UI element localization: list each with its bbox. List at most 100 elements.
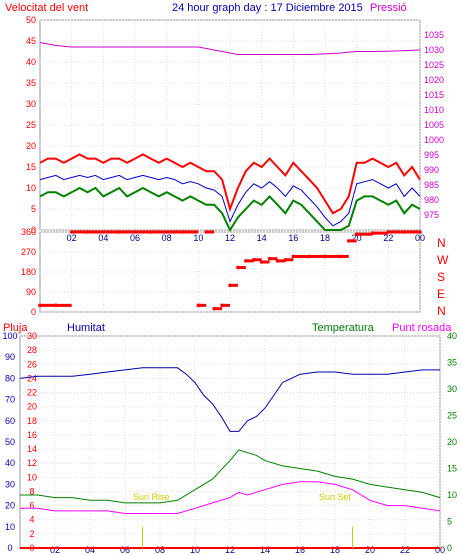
pressure-y-tick-label: 995 — [424, 150, 439, 160]
humidity-y-tick-label: 70 — [5, 395, 15, 405]
direction-point — [236, 265, 240, 270]
pressure-y-tick-label: 1035 — [424, 30, 444, 40]
hum-x-tick-label: 12 — [225, 545, 235, 555]
humidity-y-tick-label: 80 — [5, 373, 15, 383]
hum-x-tick-label: 10 — [190, 545, 200, 555]
pressure-y-tick-label: 985 — [424, 180, 439, 190]
plot-layer: 0510152025303540455097598098599099510001… — [2, 15, 457, 555]
hum-x-tick-label: 20 — [365, 545, 375, 555]
temperature-line — [20, 449, 441, 504]
direction-point — [402, 230, 406, 234]
sunset-label: Sun Set — [319, 492, 352, 502]
direction-letter-label: N — [437, 236, 446, 250]
direction-y-tick-label: 360 — [21, 227, 36, 237]
direction-point — [275, 259, 280, 263]
wind-y-tick-label: 0 — [31, 225, 36, 235]
direction-point — [196, 303, 201, 308]
wind-y-tick-label: 25 — [26, 120, 36, 130]
hum-x-tick-label: 18 — [330, 545, 340, 555]
humidity-y-tick-label: 30 — [5, 479, 15, 489]
hum-x-tick-label: 14 — [260, 545, 270, 555]
direction-point — [323, 254, 327, 259]
direction-point — [418, 230, 422, 234]
rain-y-tick-label: 22 — [27, 388, 37, 398]
direction-letter-label: S — [437, 270, 445, 284]
direction-point — [117, 230, 121, 234]
humidity-line — [19, 367, 440, 432]
humidity-label: Humitat — [67, 322, 105, 334]
pressure-y-tick-label: 975 — [424, 210, 439, 220]
temperature-y-tick-label: 10 — [447, 490, 457, 500]
pressure-title: Pressió — [370, 2, 407, 14]
sunrise-label: Sun Rise — [133, 492, 170, 502]
temperature-y-tick-label: 0 — [447, 543, 452, 553]
pressure-y-tick-label: 1000 — [424, 135, 444, 145]
rain-y-tick-label: 24 — [27, 373, 37, 383]
temperature-y-tick-label: 25 — [447, 411, 457, 421]
rain-y-tick-label: 6 — [29, 501, 34, 511]
direction-point — [251, 257, 256, 262]
wind-y-tick-label: 40 — [26, 57, 36, 67]
pressure-y-tick-label: 1020 — [424, 75, 444, 85]
direction-point — [204, 230, 209, 234]
temperature-label: Temperatura — [312, 322, 375, 334]
direction-point — [354, 232, 359, 237]
direction-point — [101, 230, 106, 234]
pressure-y-tick-label: 1010 — [424, 105, 444, 115]
direction-point — [244, 259, 248, 263]
direction-point — [386, 230, 391, 234]
hum-x-tick-label: 02 — [50, 545, 60, 555]
graph-title: 24 hour graph day : 17 Diciembre 2015 — [172, 2, 363, 14]
wind-y-tick-label: 50 — [26, 15, 36, 25]
direction-y-tick-label: 180 — [21, 267, 36, 277]
temperature-y-tick-label: 40 — [447, 331, 457, 341]
wind-y-tick-label: 30 — [26, 99, 36, 109]
wind-y-tick-label: 35 — [26, 78, 36, 88]
temperature-y-tick-label: 30 — [447, 384, 457, 394]
direction-letter-label: W — [437, 253, 449, 267]
direction-point — [339, 254, 343, 259]
direction-point — [133, 230, 137, 234]
pressure-line — [39, 42, 421, 55]
wind-avg-line — [39, 174, 421, 227]
direction-point — [212, 306, 216, 311]
humidity-y-tick-label: 20 — [5, 501, 15, 511]
rain-y-tick-label: 28 — [27, 345, 37, 355]
rain-y-tick-label: 16 — [27, 430, 37, 440]
wind-min-line — [39, 186, 421, 233]
direction-point — [228, 283, 232, 288]
rain-y-tick-label: 4 — [29, 515, 34, 525]
direction-point — [54, 303, 58, 308]
hum-x-tick-label: 08 — [155, 545, 165, 555]
direction-y-tick-label: 270 — [21, 247, 36, 257]
pressure-y-tick-label: 1025 — [424, 60, 444, 70]
direction-point — [85, 230, 90, 234]
hum-x-tick-label: 04 — [85, 545, 95, 555]
dewpoint-line — [20, 481, 441, 514]
rain-label: Pluja — [3, 322, 28, 334]
temperature-y-tick-label: 35 — [447, 358, 457, 368]
humidity-y-tick-label: 10 — [5, 522, 15, 532]
rain-y-tick-label: 20 — [27, 402, 37, 412]
direction-point — [180, 230, 185, 234]
direction-point — [346, 239, 351, 243]
wind-y-tick-label: 15 — [26, 162, 36, 172]
wind-y-tick-label: 45 — [26, 36, 36, 46]
pressure-y-tick-label: 1015 — [424, 90, 444, 100]
hum-x-tick-label: 00 — [435, 545, 445, 555]
temperature-y-tick-label: 15 — [447, 464, 457, 474]
rain-y-tick-label: 18 — [27, 416, 37, 426]
wind-max-line — [39, 153, 421, 215]
humidity-y-tick-label: 40 — [5, 458, 15, 468]
hum-x-tick-label: 16 — [295, 545, 305, 555]
wind-y-tick-label: 10 — [26, 183, 36, 193]
humidity-y-tick-label: 100 — [2, 331, 17, 341]
direction-point — [307, 254, 311, 259]
wind-title: Velocitat del vent — [5, 2, 88, 14]
direction-point — [259, 260, 264, 264]
direction-point — [38, 303, 42, 308]
hum-x-tick-label: 06 — [120, 545, 130, 555]
